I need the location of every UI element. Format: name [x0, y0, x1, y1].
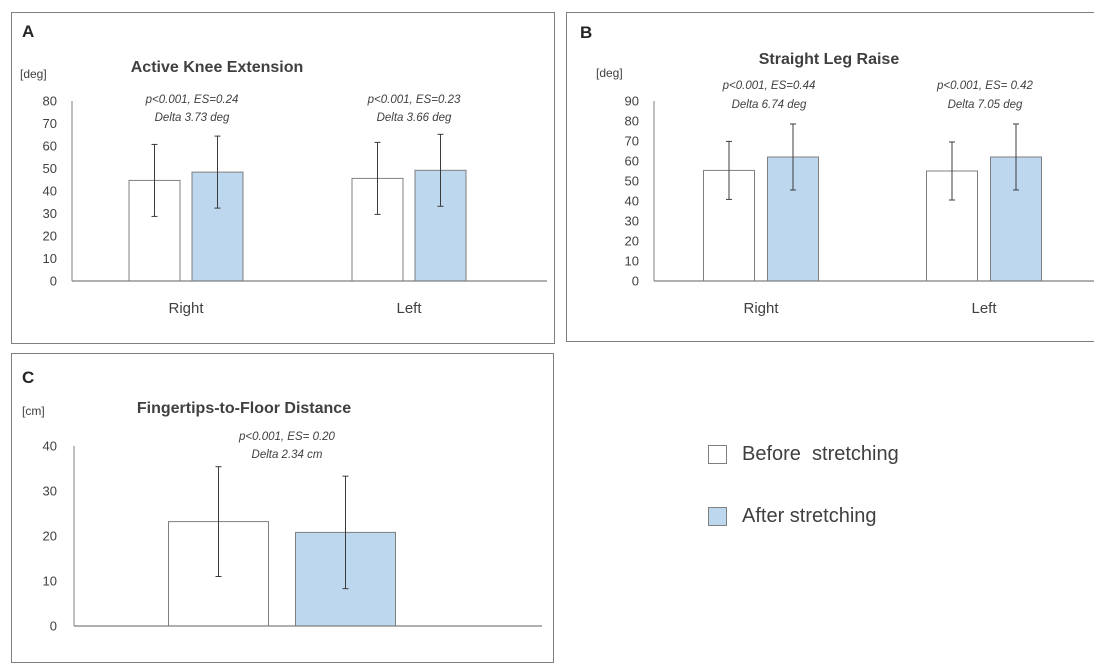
chart-title-a: Active Knee Extension — [131, 59, 304, 76]
x-category-label-b: Left — [971, 300, 997, 317]
y-tick-label-c: 40 — [43, 439, 57, 454]
legend-label-before: Before stretching — [742, 442, 899, 465]
y-tick-label-a: 30 — [43, 206, 57, 221]
annotation-stats-b: p<0.001, ES=0.44 — [722, 80, 816, 92]
y-tick-label-b: 50 — [625, 174, 639, 189]
legend-label-after: After stretching — [742, 504, 877, 527]
chart-c-svg: C Fingertips-to-Floor Distance [cm] 0 10 20 30… — [22, 368, 542, 634]
chart-title-b: Straight Leg Raise — [759, 51, 900, 68]
y-axis-unit-c: [cm] — [22, 404, 45, 418]
y-tick-label-b: 0 — [632, 274, 639, 289]
y-tick-label-b: 70 — [625, 134, 639, 149]
y-tick-label-b: 90 — [625, 94, 639, 109]
annotation-delta-a: Delta 3.66 deg — [377, 112, 452, 124]
panel-a-active-knee-extension: A Active Knee Extension [deg] 0 10 20 30 40 50 60… — [11, 12, 555, 344]
annotation-stats-a: p<0.001, ES=0.24 — [145, 94, 239, 106]
annotation-delta-b: Delta 7.05 deg — [948, 99, 1023, 111]
x-category-label-a: Left — [396, 300, 422, 317]
y-axis-unit-a: [deg] — [20, 67, 47, 81]
legend-item-after: After stretching — [708, 502, 899, 530]
y-tick-label-b: 60 — [625, 154, 639, 169]
y-tick-label-b: 30 — [625, 214, 639, 229]
y-tick-label-a: 50 — [43, 161, 57, 176]
annotation-delta-c: Delta 2.34 cm — [252, 449, 323, 461]
y-tick-label-c: 20 — [43, 529, 57, 544]
y-tick-label-c: 0 — [50, 619, 57, 634]
y-tick-label-a: 70 — [43, 116, 57, 131]
annotation-stats-b: p<0.001, ES= 0.42 — [936, 80, 1034, 92]
x-category-label-a: Right — [168, 300, 204, 317]
annotation-stats-a: p<0.001, ES=0.23 — [367, 94, 461, 106]
y-tick-label-b: 80 — [625, 114, 639, 129]
y-tick-label-b: 10 — [625, 254, 639, 269]
legend-swatch-after — [708, 506, 727, 526]
annotation-stats-c: p<0.001, ES= 0.20 — [238, 431, 336, 443]
y-tick-label-a: 60 — [43, 139, 57, 154]
panel-letter-b: B — [580, 23, 592, 42]
y-tick-label-c: 10 — [43, 574, 57, 589]
panel-b-straight-leg-raise: B Straight Leg Raise [deg] 0 10 20 30 40 50 60 70 8… — [566, 12, 1094, 342]
legend-swatch-before — [708, 444, 727, 464]
y-tick-label-b: 20 — [625, 234, 639, 249]
y-tick-label-c: 30 — [43, 484, 57, 499]
chart-a-svg: A Active Knee Extension [deg] 0 10 20 30 40 50 60… — [20, 22, 547, 317]
y-tick-label-a: 10 — [43, 251, 57, 266]
chart-title-c: Fingertips-to-Floor Distance — [137, 400, 351, 417]
y-tick-label-a: 80 — [43, 94, 57, 109]
y-tick-label-b: 40 — [625, 194, 639, 209]
legend-item-before: Before stretching — [708, 440, 899, 468]
panel-letter-c: C — [22, 368, 34, 387]
panel-c-fingertips-to-floor: C Fingertips-to-Floor Distance [cm] 0 10 20 30… — [11, 353, 554, 663]
y-tick-label-a: 0 — [50, 274, 57, 289]
chart-b-svg: B Straight Leg Raise [deg] 0 10 20 30 40 50 60 70 8… — [580, 23, 1094, 317]
annotation-delta-b: Delta 6.74 deg — [732, 99, 807, 111]
y-tick-label-a: 20 — [43, 229, 57, 244]
annotation-delta-a: Delta 3.73 deg — [155, 112, 230, 124]
y-axis-unit-b: [deg] — [596, 66, 623, 80]
panel-letter-a: A — [22, 22, 34, 41]
x-category-label-b: Right — [743, 300, 779, 317]
y-tick-label-a: 40 — [43, 184, 57, 199]
legend: Before stretching After stretching — [708, 440, 899, 564]
